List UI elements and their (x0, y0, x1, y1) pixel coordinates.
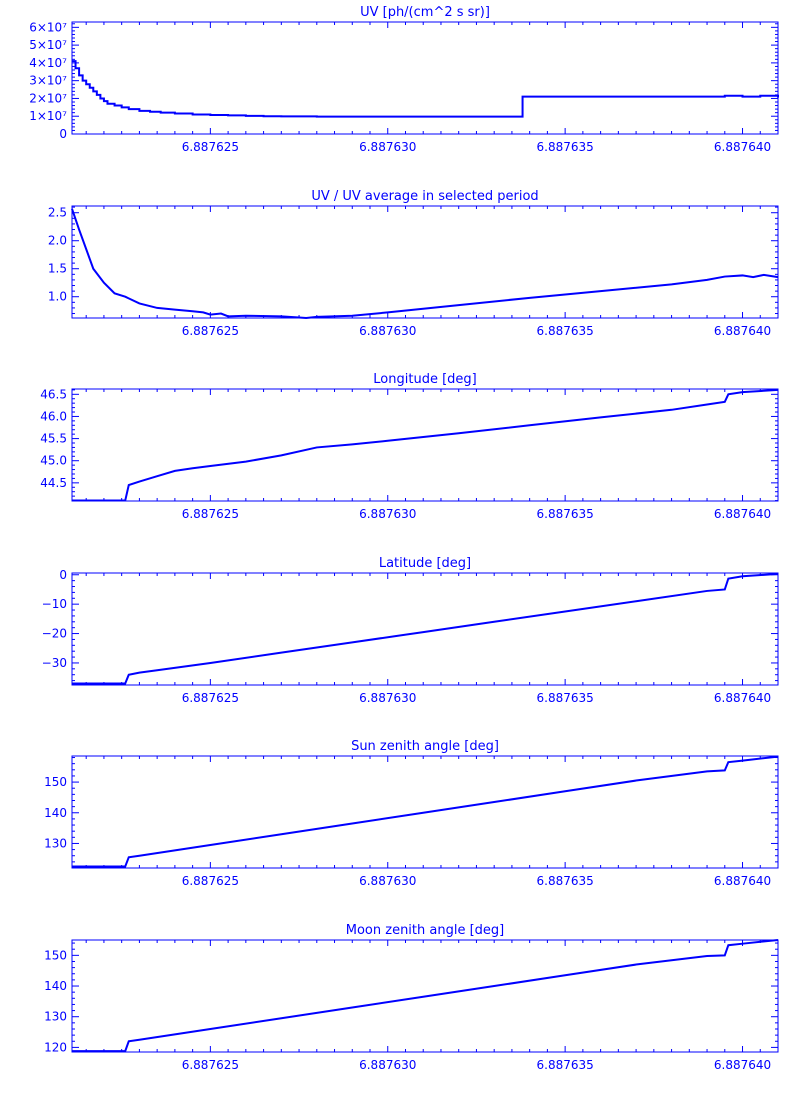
series-line-0 (72, 939, 779, 1053)
chart-title: UV / UV average in selected period (311, 189, 538, 204)
series-line-0 (71, 208, 779, 320)
y-tick-label: 2.0 (48, 234, 67, 248)
y-tick-label: 0 (59, 568, 67, 582)
y-tick-label: 130 (44, 1010, 67, 1024)
x-tick-label: 6.887640 (714, 507, 771, 521)
y-tick-label: 150 (44, 775, 67, 789)
y-tick-label: 0 (59, 127, 67, 141)
x-tick-label: 6.887625 (182, 507, 239, 521)
y-tick-label: 1.0 (48, 290, 67, 304)
x-tick-label: 6.887625 (182, 140, 239, 154)
x-tick-label: 6.887635 (537, 140, 594, 154)
y-tick-label: 150 (44, 948, 67, 962)
y-tick-label: 6×10⁷ (29, 20, 67, 34)
y-tick-label: 1.5 (48, 262, 67, 276)
x-tick-label: 6.887640 (714, 874, 771, 888)
plot-frame (71, 21, 779, 135)
y-tick-label: 44.5 (40, 476, 67, 490)
y-tick-label: 1×10⁷ (29, 109, 67, 123)
chart-panel-2: Longitude [deg] 6.887625 6.887630 6.887635 6… (40, 372, 779, 521)
x-tick-label: 6.887640 (714, 140, 771, 154)
y-tick-label: 46.5 (40, 387, 67, 401)
y-tick-label: 130 (44, 836, 67, 850)
x-tick-label: 6.887635 (537, 874, 594, 888)
chart-title: Moon zenith angle [deg] (346, 923, 504, 938)
y-tick-label: 3×10⁷ (29, 74, 67, 88)
x-tick-label: 6.887625 (182, 691, 239, 705)
chart-title: Longitude [deg] (373, 372, 476, 387)
y-tick-label: 45.0 (40, 454, 67, 468)
x-tick-label: 6.887630 (359, 1058, 416, 1072)
x-tick-label: 6.887625 (182, 324, 239, 338)
plot-frame (71, 939, 779, 1053)
chart-title: UV [ph/(cm^2 s sr)] (360, 5, 490, 20)
chart-panel-1: UV / UV average in selected period 6.8876… (48, 189, 779, 338)
chart-panel-3: Latitude [deg] 6.887625 6.887630 6.887635 6.… (42, 556, 779, 705)
x-tick-label: 6.887630 (359, 874, 416, 888)
y-tick-label: −30 (42, 656, 67, 670)
x-tick-label: 6.887640 (714, 1058, 771, 1072)
x-tick-label: 6.887625 (182, 1058, 239, 1072)
x-tick-label: 6.887630 (359, 507, 416, 521)
y-tick-label: −20 (42, 627, 67, 641)
x-tick-label: 6.887625 (182, 874, 239, 888)
series-line-0 (72, 60, 779, 118)
chart-panel-4: Sun zenith angle [deg] 6.887625 6.887630 6.… (44, 739, 779, 888)
series-line-0 (72, 572, 779, 685)
x-tick-label: 6.887630 (359, 324, 416, 338)
chart-title: Sun zenith angle [deg] (351, 739, 499, 754)
x-tick-label: 6.887635 (537, 324, 594, 338)
x-tick-label: 6.887640 (714, 691, 771, 705)
x-tick-label: 6.887635 (537, 691, 594, 705)
x-tick-label: 6.887635 (537, 507, 594, 521)
chart-title: Latitude [deg] (379, 556, 471, 571)
plot-frame (71, 572, 779, 686)
plot-frame (71, 205, 779, 319)
y-tick-label: 2.5 (48, 206, 67, 220)
x-tick-label: 6.887630 (359, 691, 416, 705)
plot-frame (71, 755, 779, 869)
x-tick-label: 6.887635 (537, 1058, 594, 1072)
series-line-0 (72, 388, 779, 502)
y-tick-label: 45.5 (40, 432, 67, 446)
y-tick-label: 140 (44, 806, 67, 820)
y-tick-label: −10 (42, 597, 67, 611)
y-tick-label: 120 (44, 1040, 67, 1054)
x-tick-label: 6.887640 (714, 324, 771, 338)
chart-panel-0: UV [ph/(cm^2 s sr)] 6.887625 6.887630 6.887… (29, 5, 779, 154)
y-tick-label: 4×10⁷ (29, 56, 67, 70)
series-line-0 (72, 755, 779, 868)
y-tick-label: 46.0 (40, 409, 67, 423)
x-tick-label: 6.887630 (359, 140, 416, 154)
plot-frame (71, 388, 779, 502)
y-tick-label: 140 (44, 979, 67, 993)
chart-panel-5: Moon zenith angle [deg] 6.887625 6.887630 6… (44, 923, 779, 1072)
y-tick-label: 5×10⁷ (29, 38, 67, 52)
y-tick-label: 2×10⁷ (29, 91, 67, 105)
